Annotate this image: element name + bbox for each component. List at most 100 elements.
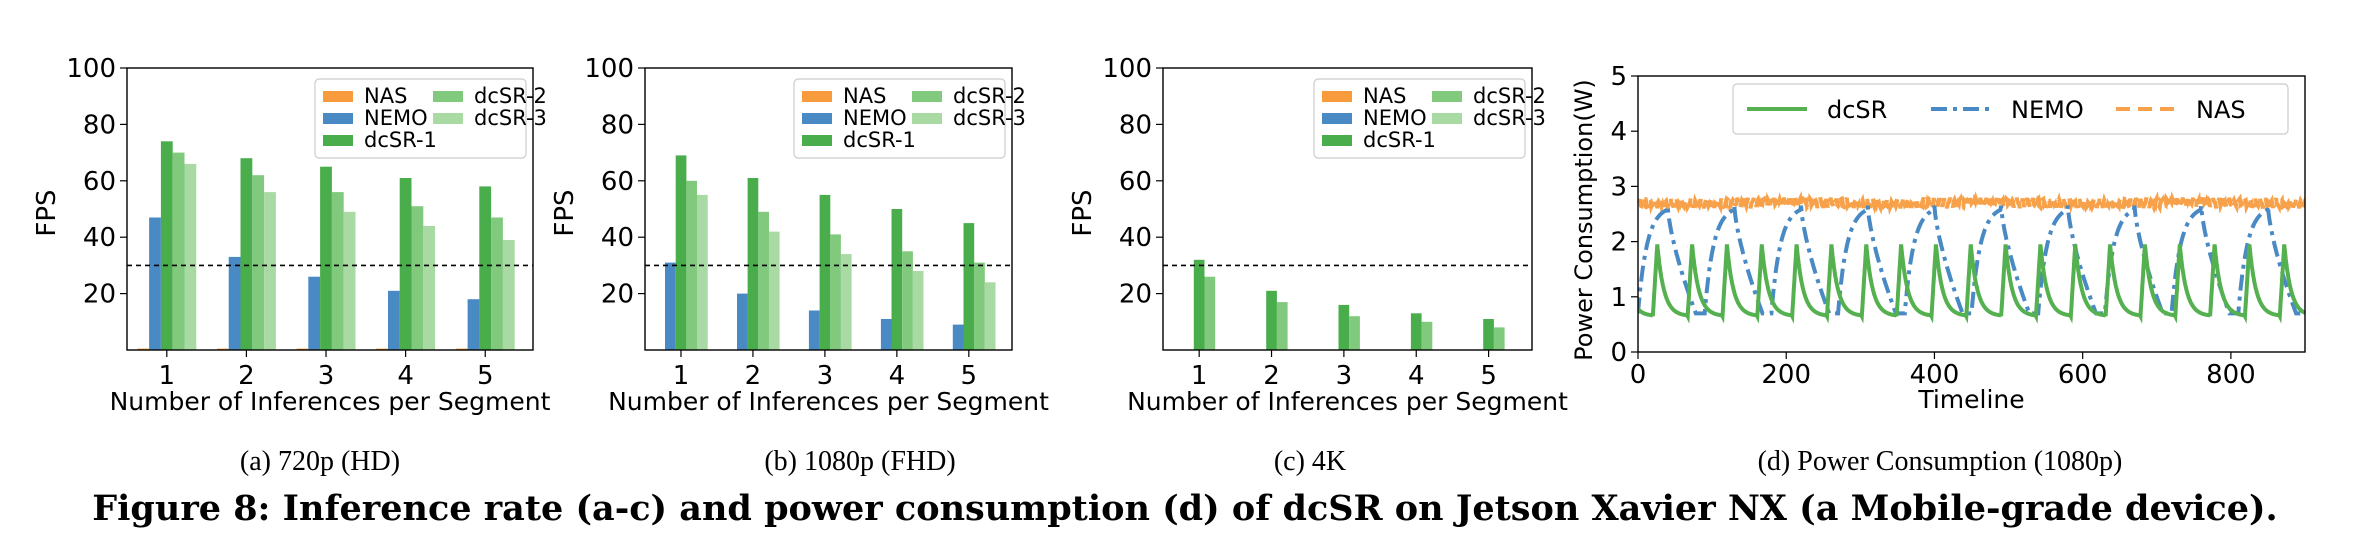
y-tick-label: 20 bbox=[1119, 280, 1152, 310]
bar-dcsr-3-4 bbox=[423, 225, 436, 350]
bar-dcsr-1-2 bbox=[1266, 290, 1277, 350]
legend-swatch-nas bbox=[323, 91, 353, 102]
legend-label-dcsr-3: dcSR-3 bbox=[953, 106, 1026, 130]
x-tick-label: 3 bbox=[318, 361, 335, 391]
bar-dcsr-1-3 bbox=[320, 166, 332, 350]
legend-label-dcsr-3: dcSR-3 bbox=[474, 106, 547, 130]
y-tick-label: 40 bbox=[601, 223, 634, 253]
bar-dcsr-2-1 bbox=[172, 152, 185, 350]
bar-dcsr-1-1 bbox=[160, 141, 173, 350]
legend-swatch-dcsr-1 bbox=[1322, 135, 1352, 146]
series-line-dcsr bbox=[1638, 244, 2305, 324]
legend-label-nemo: NEMO bbox=[2011, 96, 2084, 124]
y-tick-label: 40 bbox=[1119, 223, 1152, 253]
legend-label-nemo: NEMO bbox=[364, 106, 428, 130]
y-tick-label: 5 bbox=[1610, 62, 1627, 92]
legend-label-nas: NAS bbox=[1363, 84, 1406, 108]
caption-a: (a) 720p (HD) bbox=[239, 446, 401, 477]
plot-frame bbox=[126, 67, 534, 351]
bar-dcsr-2-3 bbox=[830, 234, 841, 350]
series-line-nemo bbox=[1638, 205, 2305, 316]
x-tick-label: 200 bbox=[1761, 360, 1811, 390]
bar-nas-2 bbox=[217, 348, 229, 350]
x-tick-label: 5 bbox=[1480, 361, 1497, 391]
plot-frame bbox=[1162, 67, 1533, 351]
bar-dcsr-2-5 bbox=[1493, 327, 1505, 350]
bar-dcsr-1-1 bbox=[675, 155, 687, 350]
legend-swatch-dcsr-2 bbox=[912, 91, 942, 102]
x-tick-label: 3 bbox=[1336, 361, 1353, 391]
legend-swatch-dcsr-3 bbox=[1432, 113, 1462, 124]
legend-swatch-nemo bbox=[323, 113, 353, 124]
x-tick-label: 4 bbox=[397, 361, 414, 391]
bar-nemo-1 bbox=[665, 262, 676, 350]
legend-label-nemo: NEMO bbox=[1363, 106, 1427, 130]
legend-label-nas: NAS bbox=[364, 84, 407, 108]
bar-dcsr-2-2 bbox=[252, 175, 265, 350]
figure-caption: Figure 8: Inference rate (a-c) and power… bbox=[92, 488, 2278, 529]
legend-box bbox=[1313, 78, 1526, 159]
bar-dcsr-3-2 bbox=[264, 192, 276, 350]
bar-dcsr-2-3 bbox=[331, 192, 344, 350]
bar-nemo-2 bbox=[228, 256, 241, 350]
bar-nas-4 bbox=[376, 348, 388, 350]
caption-d: (d) Power Consumption (1080p) bbox=[1757, 446, 2123, 477]
bar-dcsr-1-2 bbox=[747, 178, 759, 350]
legend-label-nas: NAS bbox=[843, 84, 886, 108]
y-tick-label: 2 bbox=[1610, 228, 1627, 258]
legend-swatch-dcsr-2 bbox=[433, 91, 463, 102]
x-axis-label: Timeline bbox=[1917, 385, 2024, 414]
y-tick-label: 60 bbox=[83, 167, 116, 197]
caption-b: (b) 1080p (FHD) bbox=[764, 446, 956, 477]
legend-label-nemo: NEMO bbox=[843, 106, 907, 130]
bar-dcsr-1-5 bbox=[1483, 319, 1494, 350]
x-axis-label: Number of Inferences per Segment bbox=[110, 387, 551, 416]
bar-nemo-3 bbox=[808, 310, 820, 350]
bar-dcsr-2-1 bbox=[1204, 276, 1216, 350]
bar-dcsr-3-4 bbox=[912, 271, 924, 350]
legend-label-dcsr-1: dcSR-1 bbox=[1363, 128, 1436, 152]
bar-dcsr-3-5 bbox=[502, 240, 515, 350]
plot-frame bbox=[1637, 75, 2306, 353]
x-tick-label: 3 bbox=[817, 361, 834, 391]
y-tick-label: 60 bbox=[601, 167, 634, 197]
bar-dcsr-3-1 bbox=[697, 194, 708, 350]
legend-swatch-dcsr-1 bbox=[323, 135, 353, 146]
legend-swatch-dcsr-2 bbox=[1432, 91, 1462, 102]
bar-nemo-5 bbox=[952, 324, 964, 350]
legend-swatch-dcsr-1 bbox=[802, 135, 832, 146]
bar-dcsr-1-5 bbox=[479, 186, 492, 350]
bar-dcsr-2-4 bbox=[902, 251, 913, 350]
bar-dcsr-2-4 bbox=[1421, 321, 1433, 350]
x-tick-label: 5 bbox=[477, 361, 494, 391]
legend-swatch-nas bbox=[802, 91, 832, 102]
bar-dcsr-1-4 bbox=[891, 209, 903, 350]
bar-dcsr-2-4 bbox=[411, 206, 424, 350]
y-tick-label: 1 bbox=[1610, 283, 1627, 313]
bar-nemo-1 bbox=[149, 217, 161, 350]
y-tick-label: 4 bbox=[1610, 117, 1627, 147]
legend-label-dcsr-2: dcSR-2 bbox=[953, 84, 1026, 108]
bar-dcsr-1-4 bbox=[1410, 313, 1422, 350]
y-tick-label: 60 bbox=[1119, 167, 1152, 197]
legend-swatch-dcsr-3 bbox=[433, 113, 463, 124]
power-chart-1080p: 0 1 2 3 4 5 0 200 400 600 800 Timeline Power Consump… bbox=[1570, 62, 2306, 414]
y-tick-label: 80 bbox=[601, 110, 634, 140]
legend-label-dcsr-1: dcSR-1 bbox=[843, 128, 916, 152]
x-tick-label: 4 bbox=[889, 361, 906, 391]
legend-label-dcsr: dcSR bbox=[1827, 96, 1887, 124]
bar-nemo-4 bbox=[880, 319, 892, 350]
x-tick-label: 1 bbox=[673, 361, 690, 391]
x-tick-label: 600 bbox=[2058, 360, 2108, 390]
bar-dcsr-1-4 bbox=[399, 178, 412, 350]
y-axis-label: FPS bbox=[1068, 189, 1098, 236]
x-tick-label: 5 bbox=[961, 361, 978, 391]
bar-dcsr-2-2 bbox=[1276, 302, 1288, 350]
y-tick-label: 80 bbox=[83, 110, 116, 140]
bar-nas-3 bbox=[296, 348, 309, 350]
bar-nemo-3 bbox=[308, 276, 321, 350]
x-tick-label: 800 bbox=[2206, 360, 2256, 390]
y-tick-label: 100 bbox=[1102, 54, 1152, 84]
